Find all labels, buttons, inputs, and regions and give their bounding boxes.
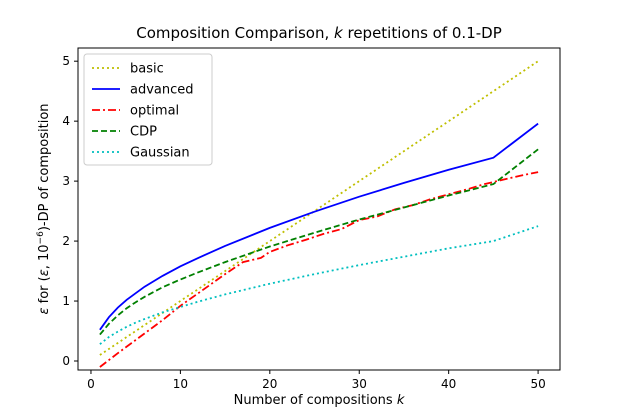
legend: basic advanced optimal CDP Gaussian [83, 53, 213, 166]
y-axis-label: ε for (ε, 10−6)-DP of composition [36, 103, 52, 314]
x-axis: 0 10 20 30 40 50 [87, 370, 546, 391]
legend-label: Gaussian [130, 146, 190, 161]
x-tick-label: 50 [530, 377, 545, 391]
title-part: k [334, 24, 344, 42]
ylabel-part: )-DP of composition [37, 103, 52, 231]
xlabel-part: Number of compositions [234, 393, 397, 408]
legend-box [83, 53, 213, 166]
x-tick-label: 30 [352, 377, 367, 391]
ylabel-part: for ( [37, 276, 52, 307]
x-tick-label: 40 [441, 377, 456, 391]
plot-frame [77, 47, 561, 371]
y-tick-label: 2 [62, 234, 70, 248]
legend-label: optimal [130, 104, 179, 119]
legend-label: basic [130, 62, 164, 77]
title-part: Composition Comparison, [136, 24, 334, 42]
ylabel-part: ε [37, 307, 52, 314]
ylabel-part: −6 [36, 231, 46, 245]
y-tick-label: 3 [62, 174, 70, 188]
y-tick-label: 5 [62, 54, 70, 68]
x-tick-label: 20 [262, 377, 277, 391]
title-part: repetitions of 0.1-DP [343, 24, 502, 42]
legend-label: CDP [130, 125, 157, 140]
y-tick-label: 1 [62, 294, 70, 308]
plot-area [77, 47, 561, 371]
xlabel-part: k [397, 393, 405, 408]
series-line-optimal [99, 171, 539, 368]
x-tick-label: 0 [87, 377, 95, 391]
y-tick-label: 0 [62, 354, 70, 368]
y-tick-label: 4 [62, 114, 70, 128]
legend-label: advanced [130, 83, 194, 98]
y-axis: 0 1 2 3 4 5 [62, 54, 78, 368]
series-line-advanced [99, 122, 539, 331]
series-line-cdp [99, 148, 539, 336]
chart-title: Composition Comparison, k repetitions of… [136, 24, 502, 42]
ylabel-part: , 10 [37, 244, 52, 269]
ylabel-part: ε [37, 269, 52, 276]
x-tick-label: 10 [173, 377, 188, 391]
x-axis-label: Number of compositions k [234, 393, 405, 408]
